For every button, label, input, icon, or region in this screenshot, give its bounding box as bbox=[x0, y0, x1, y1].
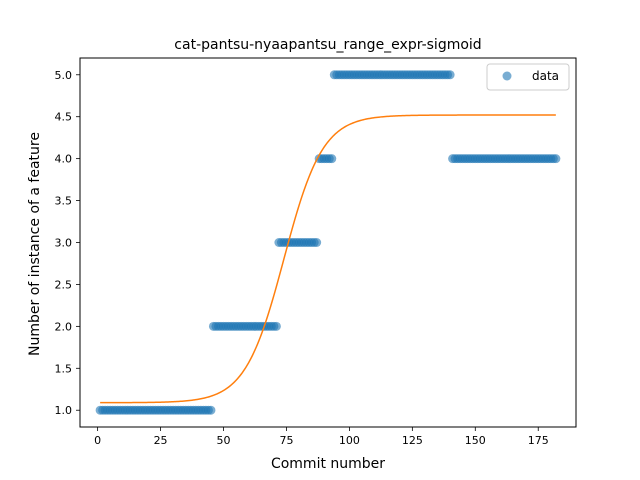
data-point bbox=[312, 238, 322, 247]
data-point bbox=[271, 321, 281, 331]
y-tick-label: 1.0 bbox=[55, 404, 73, 417]
y-tick-label: 4.0 bbox=[55, 153, 73, 166]
legend-marker-data bbox=[502, 71, 512, 81]
x-tick-label: 100 bbox=[339, 434, 360, 447]
legend-label-data: data bbox=[532, 69, 559, 83]
sigmoid-fit-line bbox=[100, 114, 556, 404]
y-tick-label: 3.5 bbox=[55, 195, 73, 208]
x-tick-label: 175 bbox=[528, 434, 549, 447]
x-tick-label: 25 bbox=[154, 434, 168, 447]
axes-frame bbox=[79, 57, 577, 428]
y-tick-label: 4.5 bbox=[55, 111, 73, 124]
data-point bbox=[551, 154, 561, 164]
chart-marks bbox=[95, 70, 561, 415]
chart-title: cat-pantsu-nyaapantsu_range_expr-sigmoid bbox=[174, 37, 481, 53]
y-axis-ticks: 1.0 1.5 2.0 2.5 3.0 3.5 4.0 4.5 5.0 bbox=[55, 69, 80, 417]
data-point bbox=[445, 70, 455, 80]
x-tick-label: 125 bbox=[402, 434, 423, 447]
x-tick-label: 50 bbox=[217, 434, 231, 447]
x-tick-label: 75 bbox=[279, 434, 293, 447]
y-axis-label: Number of instance of a feature bbox=[27, 132, 43, 356]
x-tick-label: 0 bbox=[94, 434, 101, 447]
y-tick-label: 2.0 bbox=[55, 320, 73, 333]
legend-box bbox=[486, 63, 570, 91]
y-tick-label: 1.5 bbox=[55, 362, 73, 375]
y-tick-label: 2.5 bbox=[55, 278, 73, 291]
x-tick-label: 150 bbox=[465, 434, 486, 447]
x-axis-label: Commit number bbox=[271, 456, 385, 472]
legend: data bbox=[486, 63, 570, 91]
y-tick-label: 5.0 bbox=[55, 69, 73, 82]
data-point bbox=[206, 405, 216, 415]
x-axis-ticks: 0 25 50 75 100 125 150 175 bbox=[94, 427, 549, 447]
y-tick-label: 3.0 bbox=[55, 237, 73, 250]
data-point bbox=[327, 154, 337, 164]
